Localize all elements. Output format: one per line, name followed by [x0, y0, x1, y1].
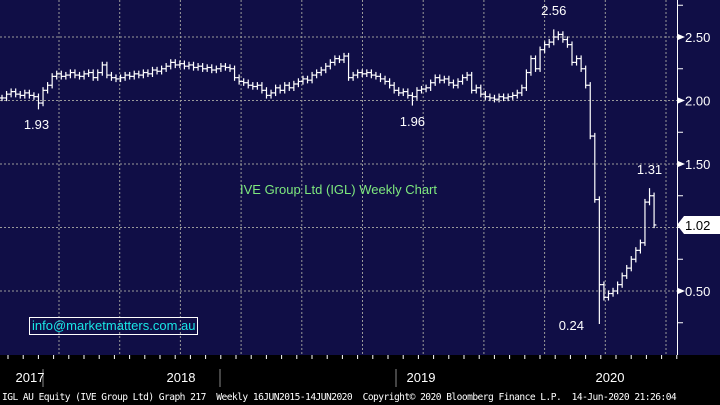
price-annotation: 0.24: [558, 318, 585, 334]
price-chart: 0.50 1.50 2.00 2.50 1.02: [0, 0, 720, 390]
x-axis-band: [0, 355, 720, 390]
last-price-label: 1.02: [685, 218, 710, 233]
chart-title: IVE Group Ltd (IGL) Weekly Chart: [240, 182, 437, 197]
x-label-2017: 2017: [15, 370, 45, 385]
y-tick-arrow-icon: [678, 161, 685, 167]
x-label-2018: 2018: [166, 370, 196, 385]
price-annotation: 1.96: [399, 113, 426, 129]
plot-background: [0, 0, 720, 355]
last-price-tag: [677, 215, 720, 234]
y-tick-label: 1.50: [685, 157, 710, 172]
y-tick-label: 0.50: [685, 284, 710, 299]
x-label-2019: 2019: [406, 370, 436, 385]
price-annotation: 1.31: [636, 162, 663, 178]
y-tick-label: 2.50: [685, 30, 710, 45]
y-tick-arrow-icon: [678, 288, 685, 294]
y-tick-label: 2.00: [685, 94, 710, 109]
price-annotation: 2.56: [541, 3, 567, 19]
footer-info: IGL AU Equity (IVE Group Ltd) Graph 217 …: [0, 390, 720, 405]
price-annotation: 1.93: [23, 117, 50, 133]
y-tick-arrow-icon: [678, 34, 685, 40]
x-label-2020: 2020: [595, 370, 625, 385]
y-tick-arrow-icon: [678, 97, 685, 104]
email-label: info@marketmatters.com.au: [29, 317, 199, 335]
